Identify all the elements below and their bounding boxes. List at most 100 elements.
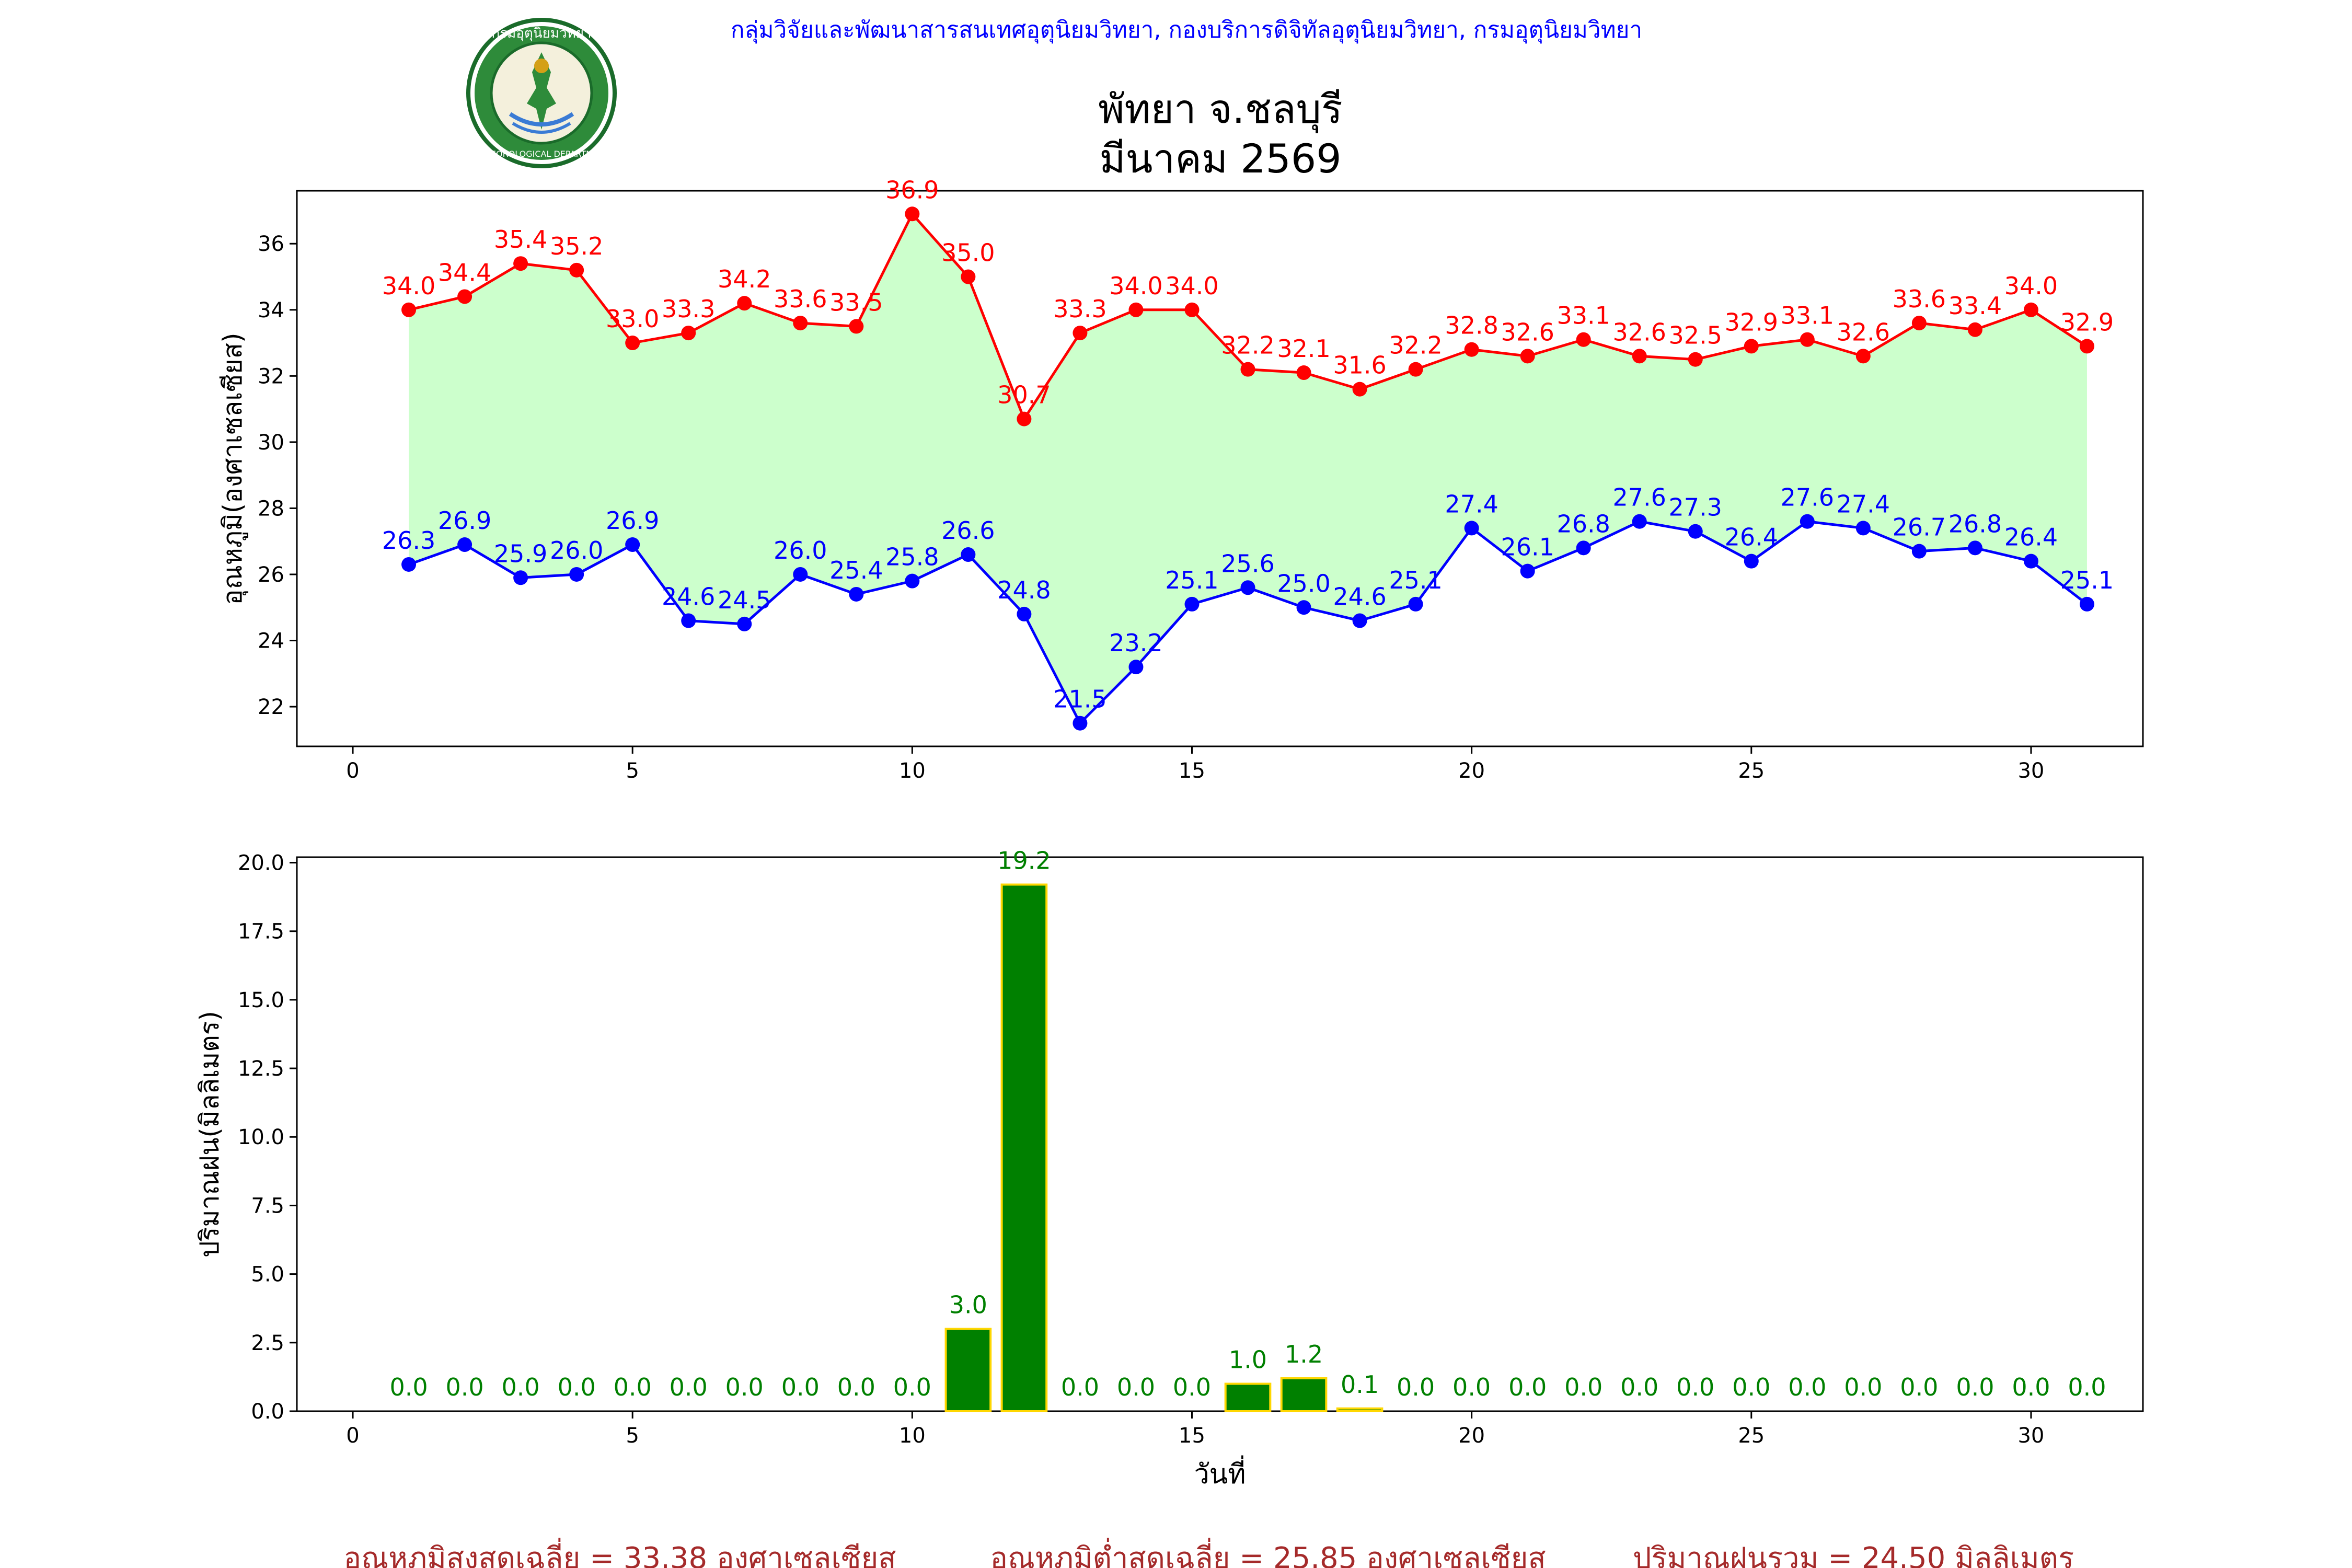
temperature-min-point bbox=[737, 616, 752, 631]
rainfall-label: 0.0 bbox=[1676, 1373, 1714, 1401]
rainfall-x-tick-label: 25 bbox=[1738, 1424, 1765, 1448]
temperature-min-point bbox=[1240, 580, 1255, 595]
rainfall-label: 0.0 bbox=[1061, 1373, 1099, 1401]
temperature-min-label: 26.9 bbox=[606, 506, 659, 535]
temperature-max-label: 33.4 bbox=[1949, 292, 2002, 320]
temperature-x-tick-label: 5 bbox=[626, 759, 639, 783]
temperature-max-label: 33.6 bbox=[774, 285, 827, 313]
rainfall-label: 0.0 bbox=[1397, 1373, 1435, 1401]
rainfall-bars bbox=[944, 883, 1383, 1413]
temperature-min-label: 25.8 bbox=[885, 543, 939, 571]
temperature-x-tick-label: 20 bbox=[1458, 759, 1485, 783]
temperature-max-point bbox=[2023, 302, 2038, 317]
temperature-max-point bbox=[513, 256, 528, 271]
temperature-min-point bbox=[849, 586, 864, 602]
temperature-y-tick-label: 30 bbox=[258, 431, 284, 455]
temperature-max-label: 32.6 bbox=[1501, 318, 1554, 346]
temperature-min-label: 24.6 bbox=[1333, 583, 1386, 611]
temperature-max-label: 32.2 bbox=[1221, 331, 1274, 360]
temperature-x-tick-label: 0 bbox=[346, 759, 359, 783]
temperature-max-label: 33.3 bbox=[1053, 295, 1106, 323]
temperature-max-label: 33.0 bbox=[606, 305, 659, 333]
temperature-max-label: 32.5 bbox=[1669, 321, 1722, 350]
temperature-max-label: 32.8 bbox=[1445, 312, 1498, 340]
temperature-y-ticks: 22 24 26 28 30 32 34 36 bbox=[258, 232, 297, 719]
rainfall-label: 3.0 bbox=[949, 1291, 987, 1319]
temperature-min-label: 26.0 bbox=[774, 536, 827, 564]
temperature-min-label: 26.8 bbox=[1557, 510, 1610, 538]
temperature-min-point bbox=[1632, 514, 1647, 529]
temperature-max-point bbox=[2079, 339, 2094, 354]
temperature-y-tick-label: 22 bbox=[258, 695, 284, 719]
temperature-y-tick-label: 36 bbox=[258, 232, 284, 256]
rainfall-data-labels: 0.0 0.0 0.0 0.0 0.0 0.0 0.0 0.0 0.0 0.0 3.0 19.2 0.0… bbox=[389, 846, 2106, 1401]
rainfall-label: 0.0 bbox=[1788, 1373, 1826, 1401]
chart-title-month: มีนาคม 2569 bbox=[1099, 135, 1341, 182]
temperature-max-label: 35.2 bbox=[550, 232, 603, 260]
temperature-range-fill bbox=[409, 214, 2087, 723]
temperature-min-label: 26.4 bbox=[2004, 523, 2058, 551]
rainfall-bar bbox=[1336, 1407, 1383, 1412]
summary-total-rain: ปริมาณฝนรวม = 24.50 มิลลิเมตร bbox=[1633, 1541, 2074, 1568]
temperature-min-label: 26.3 bbox=[382, 526, 435, 555]
temperature-max-point bbox=[1967, 322, 1982, 337]
temperature-min-label: 26.6 bbox=[941, 516, 995, 545]
rainfall-chart: 0.0 0.0 0.0 0.0 0.0 0.0 0.0 0.0 0.0 0.0 3.0 19.2 0.0… bbox=[194, 846, 2144, 1490]
rainfall-label: 0.0 bbox=[614, 1373, 652, 1401]
rainfall-bar bbox=[1224, 1382, 1272, 1412]
rainfall-bar bbox=[1000, 883, 1048, 1412]
temperature-min-point bbox=[625, 537, 640, 552]
temperature-max-label: 33.6 bbox=[1893, 285, 1946, 313]
temperature-data-labels: 34.0 34.435.4 35.233.0 33.334.233.6 33.536.9… bbox=[382, 176, 2114, 713]
rainfall-x-tick-label: 20 bbox=[1458, 1424, 1485, 1448]
temperature-chart: 34.0 34.435.4 35.233.0 33.334.233.6 33.536.9… bbox=[217, 176, 2144, 783]
temperature-max-point bbox=[1911, 316, 1927, 331]
rainfall-label: 0.0 bbox=[670, 1373, 708, 1401]
temperature-min-point bbox=[1520, 563, 1535, 579]
temperature-max-label: 31.6 bbox=[1333, 351, 1386, 379]
temperature-max-label: 34.0 bbox=[1165, 272, 1218, 300]
temperature-min-point bbox=[1017, 606, 1032, 621]
temperature-max-label: 34.0 bbox=[2004, 272, 2058, 300]
temperature-min-label: 25.1 bbox=[2060, 566, 2114, 594]
rainfall-label: 0.0 bbox=[1844, 1373, 1882, 1401]
rainfall-y-tick-label: 20.0 bbox=[238, 851, 284, 875]
temperature-max-label: 35.0 bbox=[941, 239, 995, 267]
rainfall-label: 0.0 bbox=[1117, 1373, 1155, 1401]
summary-avg-max: อุณหภูมิสูงสุดเฉลี่ย = 33.38 องศาเซลเซีย… bbox=[343, 1538, 896, 1568]
temperature-plot-frame bbox=[296, 190, 2144, 747]
temperature-y-tick-label: 24 bbox=[258, 629, 284, 653]
temperature-x-tick-label: 15 bbox=[1179, 759, 1205, 783]
temperature-min-point bbox=[1352, 613, 1367, 628]
temperature-max-label: 33.3 bbox=[662, 295, 715, 323]
rainfall-label: 0.0 bbox=[446, 1373, 484, 1401]
logo-text-bottom: METEOROLOGICAL DEPARTMENT bbox=[473, 149, 610, 159]
temperature-max-point bbox=[1184, 302, 1200, 317]
temperature-points bbox=[401, 206, 2094, 731]
rainfall-label: 0.0 bbox=[2012, 1373, 2050, 1401]
rainfall-label: 0.0 bbox=[502, 1373, 540, 1401]
rainfall-y-tick-label: 17.5 bbox=[238, 920, 284, 944]
rainfall-x-tick-label: 10 bbox=[899, 1424, 926, 1448]
temperature-max-point bbox=[1128, 302, 1144, 317]
temperature-max-label: 32.6 bbox=[1613, 318, 1666, 346]
temperature-max-point bbox=[1576, 332, 1591, 347]
temperature-min-point bbox=[1911, 544, 1927, 559]
temperature-max-label: 34.0 bbox=[382, 272, 435, 300]
rainfall-label: 0.0 bbox=[1732, 1373, 1770, 1401]
temperature-max-point bbox=[1800, 332, 1815, 347]
temperature-max-label: 32.9 bbox=[1725, 308, 1778, 336]
rainfall-bar bbox=[944, 1328, 992, 1412]
rainfall-label: 0.0 bbox=[1173, 1373, 1211, 1401]
temperature-max-label: 32.2 bbox=[1389, 331, 1442, 360]
rainfall-x-ticks: 0 5 10 15 20 25 30 bbox=[346, 1411, 2044, 1448]
temperature-max-point bbox=[1744, 339, 1759, 354]
temperature-max-point bbox=[737, 296, 752, 311]
temperature-max-point bbox=[1632, 349, 1647, 364]
temperature-max-point bbox=[1296, 365, 1311, 381]
logo-text-top: กรมอุตุนิยมวิทยา bbox=[491, 26, 591, 41]
temperature-min-label: 26.0 bbox=[550, 536, 603, 564]
temperature-min-label: 25.6 bbox=[1221, 549, 1274, 578]
rainfall-label: 0.0 bbox=[389, 1373, 428, 1401]
